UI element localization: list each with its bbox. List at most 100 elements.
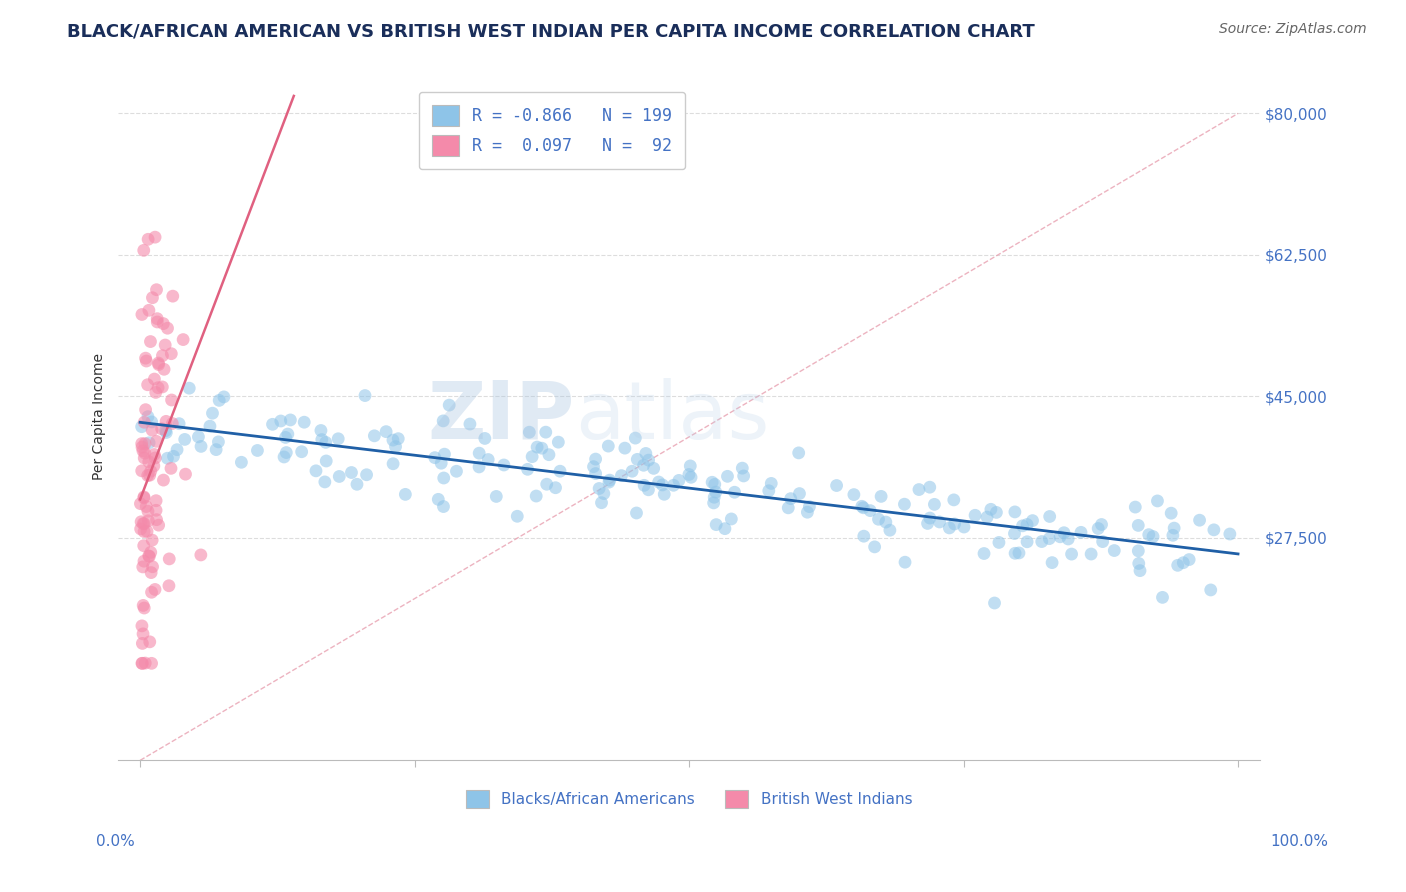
Point: [720, 512, 742, 526]
Point: [1128, 544, 1150, 558]
Point: [132, 627, 155, 641]
Point: [162, 417, 184, 431]
Point: [274, 430, 297, 444]
Point: [477, 452, 499, 467]
Point: [868, 512, 890, 526]
Point: [1188, 513, 1211, 527]
Point: [145, 513, 167, 527]
Point: [155, 425, 177, 440]
Point: [131, 436, 153, 450]
Point: [536, 477, 558, 491]
Point: [1031, 534, 1053, 549]
Point: [668, 474, 690, 488]
Point: [190, 439, 212, 453]
Point: [138, 455, 160, 469]
Point: [143, 450, 166, 465]
Point: [136, 504, 159, 518]
Point: [146, 311, 169, 326]
Point: [277, 427, 299, 442]
Point: [315, 454, 337, 468]
Point: [138, 549, 160, 564]
Point: [779, 491, 801, 506]
Point: [146, 315, 169, 329]
Point: [1053, 525, 1076, 540]
Point: [976, 510, 998, 524]
Point: [174, 467, 197, 482]
Point: [859, 503, 882, 517]
Point: [136, 377, 159, 392]
Point: [134, 415, 156, 429]
Point: [139, 635, 162, 649]
Point: [382, 457, 405, 471]
Point: [1199, 582, 1222, 597]
Point: [485, 490, 508, 504]
Point: [534, 425, 557, 439]
Point: [716, 469, 738, 483]
Point: [134, 446, 156, 460]
Point: [789, 486, 811, 500]
Point: [141, 415, 163, 429]
Point: [634, 446, 657, 460]
Point: [314, 475, 336, 489]
Point: [474, 432, 496, 446]
Point: [870, 489, 893, 503]
Point: [704, 485, 727, 500]
Point: [157, 552, 180, 566]
Point: [1087, 521, 1109, 535]
Point: [132, 560, 155, 574]
Point: [156, 451, 179, 466]
Point: [1038, 532, 1060, 546]
Text: BLACK/AFRICAN AMERICAN VS BRITISH WEST INDIAN PER CAPITA INCOME CORRELATION CHAR: BLACK/AFRICAN AMERICAN VS BRITISH WEST I…: [67, 22, 1035, 40]
Point: [678, 467, 700, 482]
Point: [160, 461, 183, 475]
Point: [585, 452, 607, 467]
Point: [131, 464, 153, 478]
Point: [700, 475, 723, 490]
Point: [1123, 500, 1146, 514]
Point: [703, 490, 725, 504]
Point: [825, 478, 848, 492]
Point: [1080, 547, 1102, 561]
Point: [205, 442, 228, 457]
Point: [139, 545, 162, 559]
Point: [917, 516, 939, 531]
Point: [136, 524, 159, 539]
Text: 0.0%: 0.0%: [96, 834, 135, 848]
Point: [138, 549, 160, 563]
Point: [778, 500, 800, 515]
Point: [446, 464, 468, 478]
Point: [973, 547, 995, 561]
Point: [179, 381, 201, 395]
Point: [714, 522, 737, 536]
Point: [703, 477, 725, 491]
Point: [153, 362, 176, 376]
Point: [1128, 557, 1150, 571]
Point: [598, 475, 620, 490]
Point: [138, 468, 160, 483]
Point: [132, 554, 155, 568]
Point: [924, 497, 946, 511]
Point: [787, 446, 810, 460]
Point: [394, 487, 416, 501]
Point: [1137, 527, 1160, 541]
Point: [155, 424, 177, 438]
Point: [363, 429, 385, 443]
Point: [143, 230, 166, 244]
Point: [679, 470, 702, 484]
Point: [942, 492, 965, 507]
Point: [633, 458, 655, 473]
Point: [1160, 506, 1182, 520]
Point: [166, 442, 188, 457]
Point: [938, 521, 960, 535]
Point: [1049, 530, 1071, 544]
Point: [652, 487, 675, 501]
Point: [506, 509, 529, 524]
Point: [134, 436, 156, 450]
Point: [1039, 509, 1062, 524]
Point: [703, 496, 725, 510]
Point: [626, 452, 648, 467]
Point: [530, 441, 553, 455]
Point: [980, 502, 1002, 516]
Point: [468, 459, 491, 474]
Point: [148, 358, 170, 372]
